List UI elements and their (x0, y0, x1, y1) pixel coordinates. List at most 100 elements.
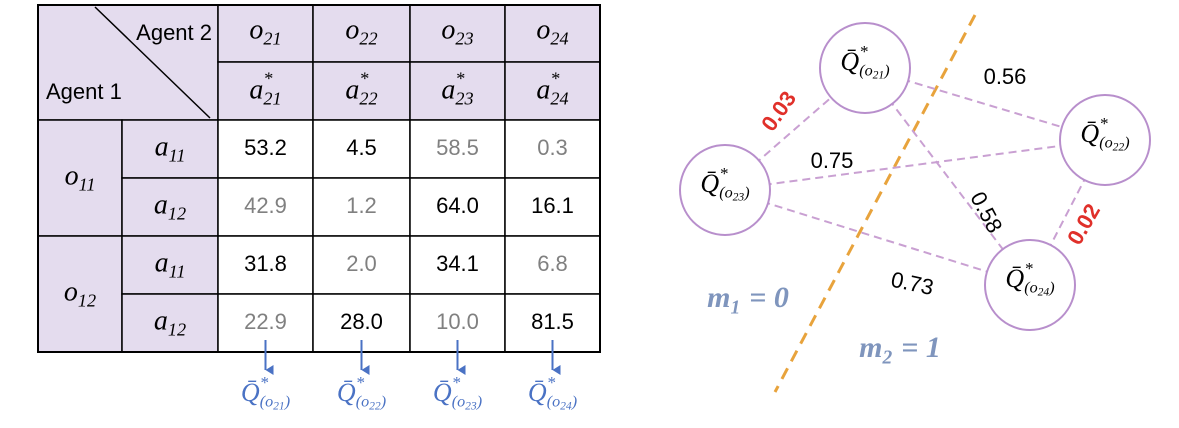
cell (504, 235, 601, 295)
cell (504, 119, 601, 179)
cell (312, 235, 411, 295)
math-text: 22 (359, 29, 377, 49)
math-text: * (1024, 259, 1033, 278)
math-text: Q̄ (337, 378, 356, 407)
math-text: * (356, 373, 365, 392)
math-text: Q̄ (433, 378, 452, 407)
math-text: ( (547, 394, 554, 411)
math-text: 12 (168, 204, 186, 224)
node (1059, 94, 1151, 186)
cell-value: 34.1 (436, 251, 479, 276)
math-text: = 0 (749, 281, 789, 314)
edge-label: 0.73 (889, 267, 936, 300)
corner-top: Agent 2 (136, 20, 212, 45)
math-text: o (457, 394, 465, 411)
cell-value: 10.0 (436, 309, 479, 334)
math-text: 24 (550, 29, 568, 49)
math-text: 11 (169, 146, 186, 166)
math-text: 23 (465, 399, 477, 412)
math-text: o (441, 14, 455, 45)
math-text: 11 (79, 175, 96, 195)
math-text: Q̄ (1005, 264, 1024, 293)
edge (724, 139, 1106, 191)
cell-value: 81.5 (531, 309, 574, 334)
math-text: 24 (550, 89, 568, 109)
math-text: 2 (881, 347, 892, 368)
math-text: 21 (263, 29, 281, 49)
table-border (37, 4, 601, 353)
math-text: Q̄ (1080, 119, 1099, 148)
math-text: ( (1024, 280, 1031, 297)
math-text: * (550, 68, 560, 88)
math-text: a (441, 74, 455, 105)
cell (37, 4, 219, 121)
math-text: * (263, 68, 273, 88)
math-text: * (547, 373, 556, 392)
math-text: o (265, 394, 273, 411)
math-text: ( (452, 394, 459, 411)
corner-bottom: Agent 1 (46, 79, 122, 104)
cell-value: 0.3 (537, 135, 568, 160)
math-text: = 1 (901, 331, 941, 364)
math-text: o (536, 14, 550, 45)
cell-value: 6.8 (537, 251, 568, 276)
math-text: 23 (455, 89, 473, 109)
cell (409, 4, 506, 63)
math-text: a (249, 74, 263, 105)
math-text: ( (1099, 135, 1106, 152)
math-text: 21 (263, 89, 281, 109)
math-text: ( (859, 63, 866, 80)
edge (724, 189, 1031, 286)
edge-label: 0.02 (1062, 199, 1105, 249)
cell-value: 1.2 (346, 193, 377, 218)
math-text: * (260, 373, 269, 392)
math-text: 22 (1113, 140, 1125, 153)
math-text: Q̄ (700, 169, 719, 198)
math-text: o (725, 185, 733, 202)
cell (312, 119, 411, 179)
math-text: o (552, 394, 560, 411)
cell-value: 31.8 (244, 251, 287, 276)
math-text: 1 (730, 297, 740, 318)
cell-value: 28.0 (340, 309, 383, 334)
math-text: 23 (455, 29, 473, 49)
node (679, 144, 771, 236)
edge-label: 0.56 (984, 64, 1027, 89)
math-text: * (455, 68, 465, 88)
math-text: * (452, 373, 461, 392)
edge-label: 0.58 (965, 187, 1007, 237)
math-text: ) (476, 394, 482, 411)
math-text: ) (284, 394, 290, 411)
cell-value: 64.0 (436, 193, 479, 218)
math-text: * (859, 42, 868, 61)
cell-value: 58.5 (436, 135, 479, 160)
graph: Q̄ *(o 21)Q̄ *(o 22)Q̄ *(o 23)Q̄ *(o 24)0.030.56… (679, 22, 1151, 368)
cell-value: 42.9 (244, 193, 287, 218)
math-text: 21 (273, 399, 285, 412)
math-text: ) (1123, 135, 1129, 152)
math-text: 12 (168, 320, 186, 340)
math-text: o (345, 14, 359, 45)
math-text: o (65, 160, 79, 191)
corner-diagonal (94, 6, 211, 119)
node (819, 22, 911, 114)
math-text: ) (883, 63, 889, 80)
math-text: 23 (733, 190, 745, 203)
math-text: 22 (369, 399, 381, 412)
math-text: m (859, 331, 882, 364)
math-text: a (155, 247, 169, 278)
cell (409, 119, 506, 179)
math-text: ) (743, 185, 749, 202)
cell-value: 4.5 (346, 135, 377, 160)
math-text: a (154, 189, 168, 220)
cell-value: 53.2 (244, 135, 287, 160)
math-text: 12 (78, 291, 96, 311)
cell-value: 22.9 (244, 309, 287, 334)
math-text: * (359, 68, 369, 88)
edge-label: 0.75 (811, 148, 854, 173)
cell (504, 61, 601, 121)
cell-value: 16.1 (531, 193, 574, 218)
math-text: Q̄ (840, 47, 859, 76)
math-text: a (345, 74, 359, 105)
